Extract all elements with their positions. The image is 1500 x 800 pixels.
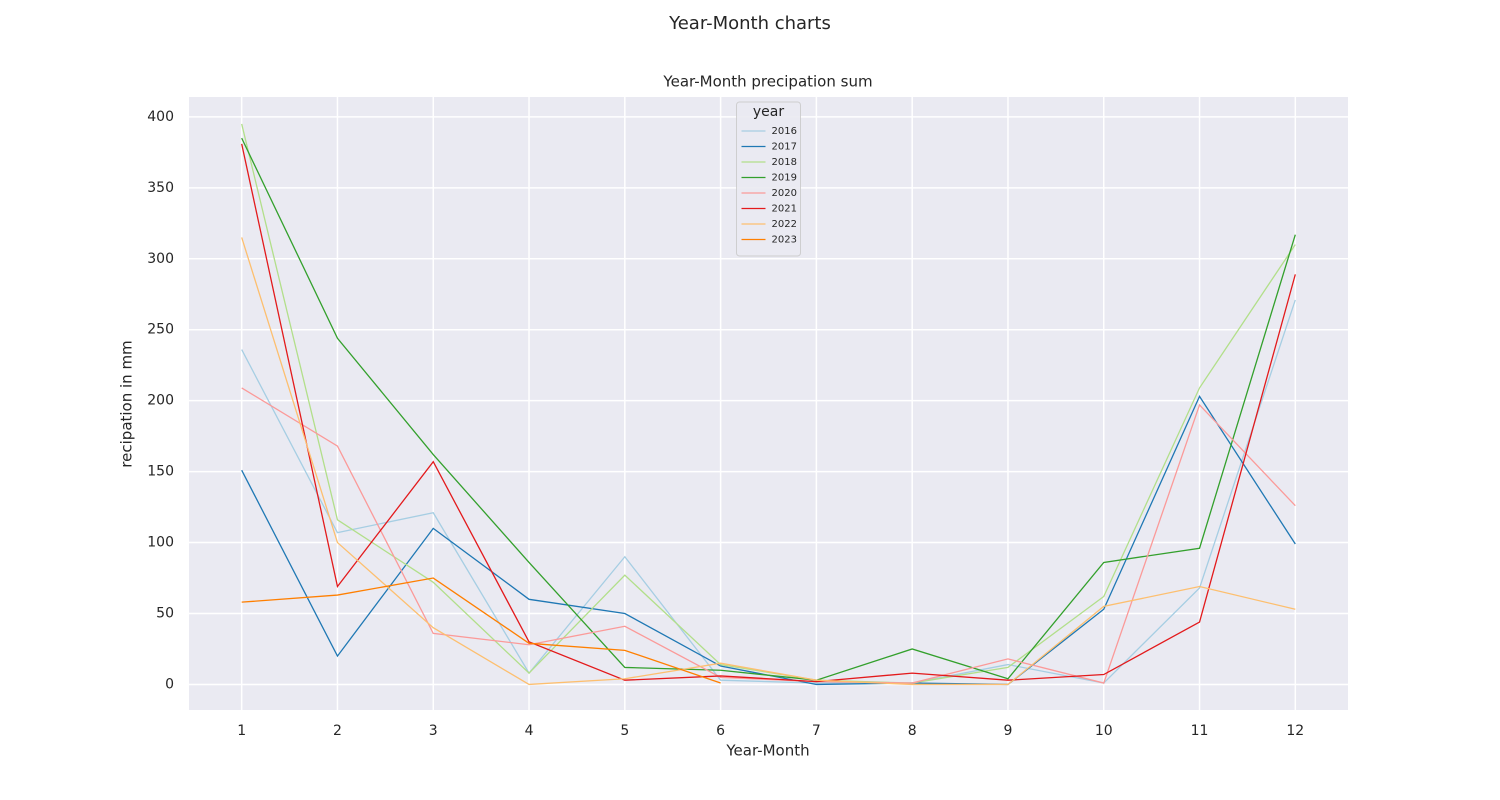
chart-title: Year-Month precipation sum xyxy=(662,73,872,91)
x-tick-label: 7 xyxy=(812,723,821,739)
legend: year 2016 2017 2018 2019 2020 2021 2022 2023 xyxy=(736,101,801,257)
x-tick-label: 12 xyxy=(1286,723,1304,739)
series-line xyxy=(241,143,1296,683)
x-tick-label: 10 xyxy=(1095,723,1113,739)
legend-title: year xyxy=(753,104,784,120)
legend-label: 2023 xyxy=(772,235,797,246)
x-tick-label: 9 xyxy=(1004,723,1013,739)
series-line xyxy=(241,387,1296,684)
suptitle: Year-Month charts xyxy=(668,13,831,34)
y-tick-label: 300 xyxy=(147,251,174,267)
x-tick-label: 4 xyxy=(525,723,534,739)
y-tick-label: 50 xyxy=(156,606,174,622)
legend-label: 2018 xyxy=(772,157,797,168)
y-tick-label: 250 xyxy=(147,322,174,338)
x-tick-label: 6 xyxy=(716,723,725,739)
x-tick-label: 8 xyxy=(908,723,917,739)
legend-label: 2017 xyxy=(772,142,797,153)
y-tick-label: 400 xyxy=(147,109,174,125)
x-axis-label: Year-Month xyxy=(725,742,809,760)
legend-box xyxy=(736,101,801,257)
series-line xyxy=(241,577,721,684)
y-tick-label: 0 xyxy=(165,676,174,692)
y-tick-label: 200 xyxy=(147,393,174,409)
legend-label: 2019 xyxy=(772,173,797,184)
series-line xyxy=(241,137,1296,681)
legend-label: 2020 xyxy=(772,188,797,199)
x-tick-label: 11 xyxy=(1191,723,1209,739)
x-tick-label: 1 xyxy=(237,723,246,739)
y-tick-label: 350 xyxy=(147,180,174,196)
series-line xyxy=(241,299,1296,684)
y-axis-label: recipation in mm xyxy=(118,340,136,467)
legend-label: 2016 xyxy=(772,126,797,137)
y-tick-label: 150 xyxy=(147,464,174,480)
y-tick-label: 100 xyxy=(147,535,174,551)
x-tick-label: 3 xyxy=(429,723,438,739)
series-line xyxy=(241,237,1296,686)
legend-label: 2022 xyxy=(772,219,797,230)
legend-label: 2021 xyxy=(772,204,797,215)
x-tick-label: 2 xyxy=(333,723,342,739)
series-line xyxy=(241,123,1296,684)
x-tick-label: 5 xyxy=(620,723,629,739)
